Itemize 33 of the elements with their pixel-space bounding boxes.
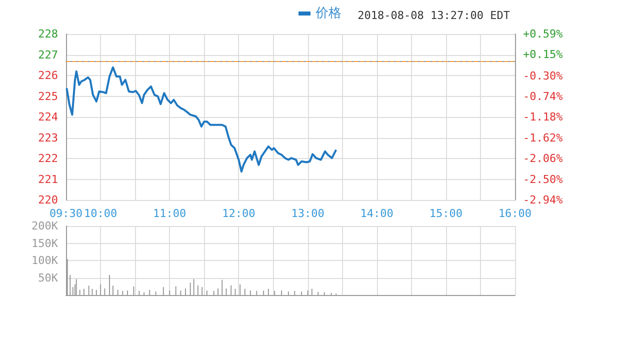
y-tick-label: 50K — [38, 271, 58, 284]
y-tick-label: 221 — [38, 172, 58, 186]
x-tick-label: 16:00 — [498, 207, 532, 220]
y2-tick-label: +0.15% — [523, 48, 564, 62]
y2-tick-label: -0.30% — [523, 69, 564, 82]
y-tick-label: 100K — [32, 254, 58, 267]
y-tick-label: 220 — [38, 194, 58, 206]
y2-tick-label: -2.94% — [523, 194, 564, 206]
y2-tick-label: -1.18% — [523, 110, 564, 124]
y-tick-label: 150K — [32, 236, 58, 250]
y-tick-label: 200K — [32, 220, 58, 232]
chart-subtitle: 2018-08-08 13:27:00 EDT — [358, 9, 510, 22]
x-tick-label: 14:00 — [360, 207, 394, 220]
y-tick-label: 228 — [38, 28, 58, 40]
line-series — [66, 66, 338, 173]
legend-label: 价格 — [314, 6, 342, 21]
y-tick-label: 223 — [38, 131, 58, 144]
y2-tick-label: -1.62% — [523, 131, 564, 144]
y-tick-label: 226 — [38, 69, 58, 82]
y2-tick-label: +0.59% — [523, 28, 564, 40]
x-tick-label: 11:00 — [153, 207, 186, 220]
y2-tick-label: -2.50% — [523, 172, 564, 186]
x-tick-label: 10:00 — [84, 207, 118, 220]
y2-tick-label: -0.74% — [523, 90, 564, 104]
y-tick-label: 225 — [38, 90, 58, 103]
x-tick-label: 09:30 — [49, 207, 83, 220]
y-tick-label: 227 — [38, 48, 58, 62]
y-tick-label: 222 — [38, 152, 58, 165]
x-tick-label: 15:00 — [429, 207, 462, 220]
x-tick-label: 12:00 — [222, 207, 256, 220]
y2-tick-label: -2.06% — [523, 152, 564, 166]
x-tick-label: 13:00 — [291, 207, 324, 220]
y-tick-label: 224 — [38, 110, 58, 124]
